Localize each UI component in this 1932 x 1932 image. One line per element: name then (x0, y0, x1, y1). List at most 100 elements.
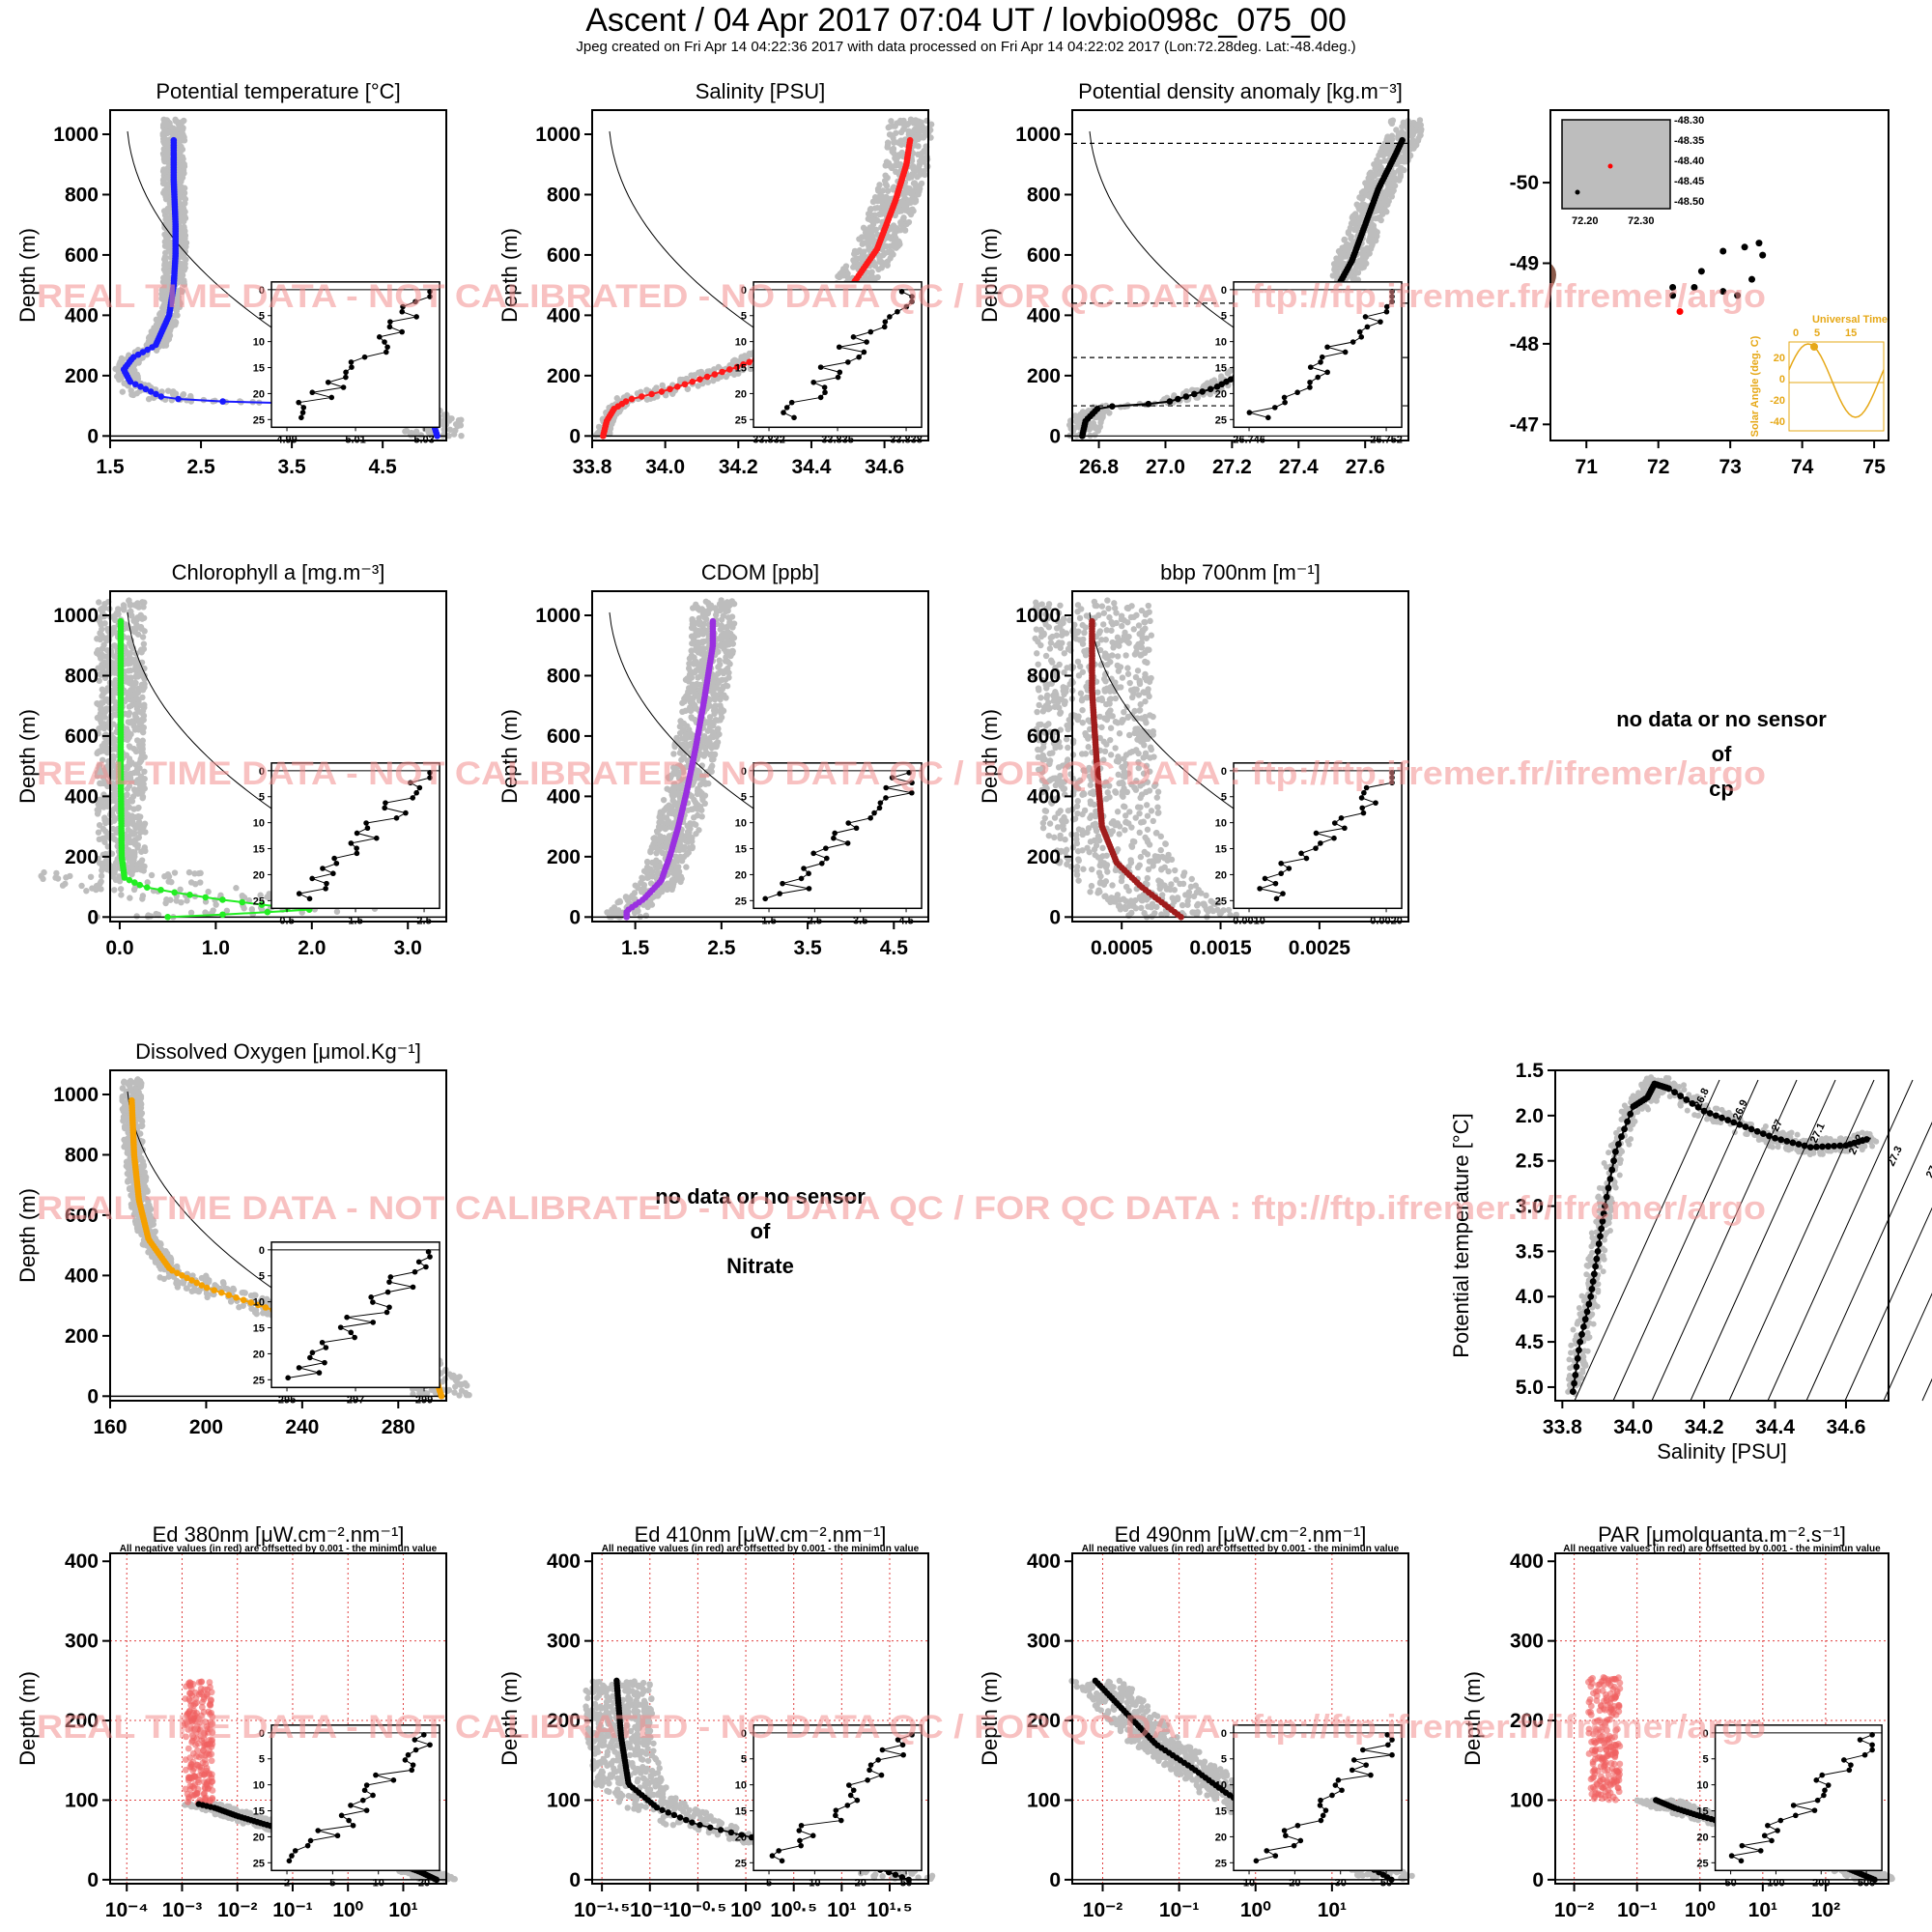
archive-point (78, 882, 85, 890)
profile-point (219, 911, 226, 919)
archive-point (909, 189, 916, 196)
archive-point (162, 263, 169, 270)
archive-point (884, 139, 892, 146)
archive-point (607, 429, 613, 437)
archive-point (1366, 250, 1373, 257)
inset-profile-point (376, 334, 383, 340)
inset-y-tick-label: 10 (735, 337, 747, 349)
archive-point (1379, 199, 1387, 207)
archive-point (40, 875, 46, 883)
inset-profile-point (1265, 414, 1271, 421)
archive-point (128, 718, 136, 724)
archive-point (129, 848, 137, 856)
x-tick-label: 34.6 (865, 456, 904, 478)
inset-y-tick-label: 15 (735, 363, 747, 375)
x-tick-label: 27.0 (1146, 456, 1185, 478)
profile-point (219, 398, 226, 405)
inset-profile-point (340, 384, 347, 390)
archive-point (888, 248, 895, 256)
archive-point (1388, 181, 1395, 188)
archive-point (140, 824, 147, 831)
archive-point (902, 187, 909, 194)
archive-point (916, 182, 923, 189)
archive-point (1372, 165, 1378, 172)
inset-profile-point (845, 359, 851, 365)
inset-profile-point (1307, 379, 1313, 385)
inset-profile-point (343, 369, 349, 376)
archive-point (135, 804, 142, 811)
archive-point (120, 602, 128, 609)
archive-point (138, 702, 146, 709)
profile-point (1182, 393, 1190, 400)
inset-y-tick-label: 25 (735, 414, 747, 426)
archive-point (162, 269, 169, 276)
archive-point (127, 602, 133, 609)
inset-y-tick-label: 10 (1215, 337, 1227, 349)
archive-point (1354, 263, 1361, 270)
archive-point (699, 796, 706, 804)
inset-profile-point (1364, 324, 1371, 330)
inset-y-tick-label: 15 (253, 363, 265, 375)
archive-point (717, 668, 724, 675)
profile-point (628, 395, 636, 403)
archive-point (171, 869, 179, 876)
archive-point (1093, 425, 1099, 432)
archive-point (746, 350, 753, 357)
archive-point (117, 358, 124, 365)
archive-point (895, 242, 901, 249)
archive-point (874, 187, 882, 194)
inset-profile-point (383, 800, 388, 806)
archive-point (891, 139, 897, 146)
archive-point (94, 636, 100, 642)
archive-point (1389, 189, 1396, 196)
archive-point (884, 262, 891, 269)
archive-point (915, 164, 922, 171)
archive-point (1366, 237, 1373, 243)
panel-title: Salinity [PSU] (696, 79, 826, 103)
y-tick-label: 600 (65, 244, 99, 267)
archive-point (889, 148, 895, 156)
inset-profile-point (399, 328, 405, 335)
archive-point (87, 873, 95, 880)
inset-profile-point (810, 379, 816, 385)
x-tick-label: 0.0 (105, 937, 133, 959)
archive-point (1358, 201, 1366, 209)
inset-profile-point (882, 319, 889, 325)
inset-profile-point (373, 835, 380, 841)
archive-point (111, 612, 118, 619)
inset-profile-point (788, 399, 795, 406)
profile-point (681, 381, 689, 388)
archive-point (160, 140, 168, 147)
archive-point (182, 213, 188, 220)
archive-point (160, 256, 168, 263)
archive-point (103, 636, 110, 643)
archive-point (910, 162, 917, 170)
x-tick-label: 27.2 (1212, 456, 1252, 478)
y-tick-label: 0 (87, 906, 99, 928)
inset-profile-point (1356, 328, 1363, 335)
profile-point (157, 886, 164, 894)
profile-point (638, 393, 645, 400)
inset-profile-point (361, 354, 368, 360)
archive-point (98, 872, 105, 879)
profile-point (726, 366, 733, 373)
archive-point (119, 388, 127, 395)
profile-point (1399, 136, 1406, 144)
x-tick-label: 3.0 (394, 937, 422, 959)
inset-profile-point (1315, 374, 1321, 381)
x-tick-label: 4.5 (369, 456, 398, 478)
archive-point (683, 864, 690, 870)
inset-profile-point (1378, 319, 1383, 325)
y-tick-label: 800 (1027, 184, 1061, 206)
inset-profile-point (835, 374, 841, 381)
x-tick-label: 1.5 (96, 456, 125, 478)
archive-point (1371, 231, 1378, 238)
archive-point (124, 791, 130, 799)
inset-profile-point (881, 324, 888, 330)
archive-point (898, 151, 906, 157)
figure-title: Ascent / 04 Apr 2017 07:04 UT / lovbio09… (585, 2, 1347, 39)
archive-point (125, 711, 132, 719)
inset-profile-point (861, 349, 867, 355)
archive-point (125, 811, 131, 818)
archive-point (141, 628, 148, 635)
